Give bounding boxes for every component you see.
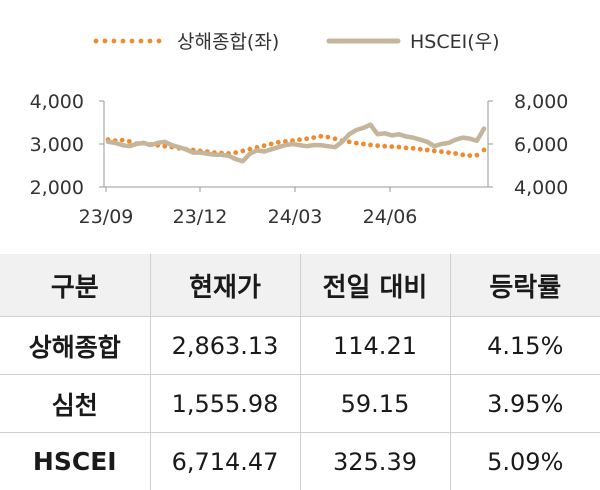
table-row: 상해종합 2,863.13 114.21 4.15%: [0, 317, 600, 375]
legend-hscei-label: HSCEI(우): [410, 31, 500, 53]
legend-shanghai-swatch-dot: [103, 39, 108, 44]
row-change: 114.21: [300, 317, 450, 375]
index-line-chart: 2,000 3,000 4,000 4,000 6,000 8,000 23/09 23/12…: [0, 0, 600, 240]
shanghai-series-point: [120, 138, 125, 143]
shanghai-series-point: [467, 153, 472, 158]
row-name: 심천: [0, 375, 150, 433]
x-tick-label: 23/09: [79, 206, 134, 228]
hscei-series-line: [108, 125, 484, 162]
shanghai-series-point: [240, 149, 245, 154]
left-tick-label: 3,000: [30, 134, 84, 156]
legend-shanghai-swatch-dot: [130, 39, 135, 44]
row-name: HSCEI: [0, 433, 150, 490]
row-price: 1,555.98: [150, 375, 300, 433]
right-tick-label: 8,000: [514, 91, 568, 113]
shanghai-series-point: [425, 148, 430, 153]
shanghai-series-point: [297, 137, 302, 142]
legend-shanghai-swatch-dot: [157, 39, 162, 44]
row-change: 59.15: [300, 375, 450, 433]
table-header-row: 구분 현재가 전일 대비 등락률: [0, 254, 600, 317]
header-daily-change: 전일 대비: [300, 254, 450, 317]
shanghai-series-point: [326, 135, 331, 140]
shanghai-series-point: [333, 136, 338, 141]
legend-shanghai-swatch-dot: [121, 39, 126, 44]
shanghai-series-point: [347, 139, 352, 144]
shanghai-series-point: [233, 150, 238, 155]
x-tick-label: 24/06: [363, 206, 418, 228]
legend-shanghai-swatch-dot: [112, 39, 117, 44]
legend-shanghai-swatch-dot: [148, 39, 153, 44]
shanghai-series-point: [453, 151, 458, 156]
shanghai-series-point: [460, 152, 465, 157]
shanghai-series-point: [475, 153, 480, 158]
shanghai-series-point: [418, 147, 423, 152]
shanghai-series-point: [375, 143, 380, 148]
legend-shanghai-swatch-dot: [139, 39, 144, 44]
right-tick-label: 4,000: [514, 177, 568, 199]
row-name: 상해종합: [0, 317, 150, 375]
row-change: 325.39: [300, 433, 450, 490]
x-tick-label: 24/03: [268, 206, 323, 228]
shanghai-series-point: [318, 134, 323, 139]
row-price: 2,863.13: [150, 317, 300, 375]
table-row: 심천 1,555.98 59.15 3.95%: [0, 375, 600, 433]
table-row: HSCEI 6,714.47 325.39 5.09%: [0, 433, 600, 490]
index-quote-table: 구분 현재가 전일 대비 등락률 상해종합 2,863.13 114.21 4.…: [0, 254, 600, 490]
shanghai-series-point: [311, 135, 316, 140]
shanghai-series-point: [446, 150, 451, 155]
x-tick-label: 23/12: [173, 206, 228, 228]
shanghai-series-point: [304, 136, 309, 141]
legend-shanghai-label: 상해종합(좌): [177, 31, 279, 53]
right-tick-label: 6,000: [514, 134, 568, 156]
shanghai-series-point: [269, 142, 274, 147]
shanghai-series-point: [354, 141, 359, 146]
shanghai-series-point: [432, 149, 437, 154]
legend-shanghai-swatch-dot: [94, 39, 99, 44]
header-change-rate: 등락률: [450, 254, 600, 317]
row-price: 6,714.47: [150, 433, 300, 490]
left-tick-label: 4,000: [30, 91, 84, 113]
left-tick-label: 2,000: [30, 177, 84, 199]
header-current-price: 현재가: [150, 254, 300, 317]
index-chart: 2,000 3,000 4,000 4,000 6,000 8,000 23/09 23/12…: [0, 0, 600, 240]
row-rate: 3.95%: [450, 375, 600, 433]
header-category: 구분: [0, 254, 150, 317]
row-rate: 4.15%: [450, 317, 600, 375]
shanghai-series-point: [276, 140, 281, 145]
shanghai-series-point: [397, 145, 402, 150]
shanghai-series-point: [404, 146, 409, 151]
row-rate: 5.09%: [450, 433, 600, 490]
shanghai-series-point: [127, 139, 132, 144]
shanghai-series-point: [368, 143, 373, 148]
shanghai-series-point: [482, 148, 487, 153]
shanghai-series-point: [382, 144, 387, 149]
shanghai-series-point: [262, 143, 267, 148]
shanghai-series-point: [411, 146, 416, 151]
shanghai-series-point: [361, 142, 366, 147]
shanghai-series-point: [439, 149, 444, 154]
shanghai-series-point: [389, 144, 394, 149]
